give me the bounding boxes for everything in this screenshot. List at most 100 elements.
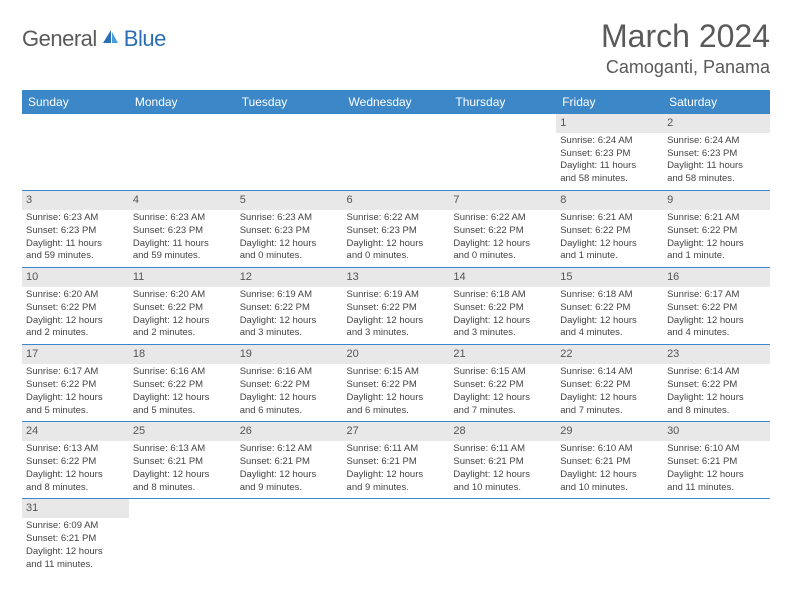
day-info-line: Sunset: 6:22 PM	[133, 379, 232, 392]
day-info-line: and 7 minutes.	[560, 405, 659, 418]
calendar-day-cell: 10Sunrise: 6:20 AMSunset: 6:22 PMDayligh…	[22, 268, 129, 345]
day-header: Wednesday	[343, 90, 450, 114]
day-content	[663, 518, 770, 524]
day-number: 20	[343, 345, 450, 364]
day-info-line: Daylight: 12 hours	[26, 546, 125, 559]
day-content: Sunrise: 6:17 AMSunset: 6:22 PMDaylight:…	[663, 287, 770, 344]
day-info-line: and 58 minutes.	[667, 173, 766, 186]
day-info-line: Daylight: 12 hours	[453, 392, 552, 405]
day-info-line: Sunrise: 6:21 AM	[560, 212, 659, 225]
day-info-line: and 0 minutes.	[347, 250, 446, 263]
day-info-line: Daylight: 12 hours	[560, 315, 659, 328]
day-info-line: Sunrise: 6:21 AM	[667, 212, 766, 225]
day-info-line: Daylight: 12 hours	[347, 392, 446, 405]
day-content: Sunrise: 6:12 AMSunset: 6:21 PMDaylight:…	[236, 441, 343, 498]
day-number: 24	[22, 422, 129, 441]
day-info-line: Sunset: 6:23 PM	[133, 225, 232, 238]
day-info-line: and 3 minutes.	[453, 327, 552, 340]
day-content	[556, 518, 663, 524]
day-info-line: Daylight: 12 hours	[26, 392, 125, 405]
calendar-day-cell: 15Sunrise: 6:18 AMSunset: 6:22 PMDayligh…	[556, 268, 663, 345]
day-content: Sunrise: 6:15 AMSunset: 6:22 PMDaylight:…	[449, 364, 556, 421]
day-content: Sunrise: 6:24 AMSunset: 6:23 PMDaylight:…	[556, 133, 663, 190]
day-info-line: Daylight: 12 hours	[240, 469, 339, 482]
day-content: Sunrise: 6:11 AMSunset: 6:21 PMDaylight:…	[449, 441, 556, 498]
calendar-day-cell: 12Sunrise: 6:19 AMSunset: 6:22 PMDayligh…	[236, 268, 343, 345]
day-info-line: and 59 minutes.	[26, 250, 125, 263]
day-info-line: Sunset: 6:22 PM	[667, 379, 766, 392]
day-header-row: Sunday Monday Tuesday Wednesday Thursday…	[22, 90, 770, 114]
day-number	[343, 499, 450, 518]
calendar-day-cell: 27Sunrise: 6:11 AMSunset: 6:21 PMDayligh…	[343, 422, 450, 499]
day-info-line: Daylight: 12 hours	[667, 315, 766, 328]
day-content: Sunrise: 6:10 AMSunset: 6:21 PMDaylight:…	[663, 441, 770, 498]
day-info-line: Sunrise: 6:22 AM	[453, 212, 552, 225]
day-number: 4	[129, 191, 236, 210]
day-info-line: Daylight: 12 hours	[133, 469, 232, 482]
day-header: Monday	[129, 90, 236, 114]
day-number: 26	[236, 422, 343, 441]
day-number: 15	[556, 268, 663, 287]
day-number	[129, 114, 236, 133]
calendar-day-cell: 19Sunrise: 6:16 AMSunset: 6:22 PMDayligh…	[236, 345, 343, 422]
day-info-line: Sunrise: 6:20 AM	[133, 289, 232, 302]
day-info-line: Sunrise: 6:20 AM	[26, 289, 125, 302]
day-info-line: Sunrise: 6:18 AM	[560, 289, 659, 302]
day-info-line: Sunset: 6:22 PM	[26, 456, 125, 469]
day-info-line: Sunrise: 6:15 AM	[347, 366, 446, 379]
day-number: 8	[556, 191, 663, 210]
day-info-line: and 1 minute.	[667, 250, 766, 263]
day-info-line: Daylight: 12 hours	[347, 469, 446, 482]
calendar-week-row: 1Sunrise: 6:24 AMSunset: 6:23 PMDaylight…	[22, 114, 770, 191]
day-info-line: Sunset: 6:22 PM	[240, 302, 339, 315]
day-content: Sunrise: 6:20 AMSunset: 6:22 PMDaylight:…	[129, 287, 236, 344]
day-content	[129, 133, 236, 139]
day-content: Sunrise: 6:11 AMSunset: 6:21 PMDaylight:…	[343, 441, 450, 498]
calendar-day-cell: 1Sunrise: 6:24 AMSunset: 6:23 PMDaylight…	[556, 114, 663, 191]
day-info-line: Daylight: 11 hours	[26, 238, 125, 251]
calendar-week-row: 17Sunrise: 6:17 AMSunset: 6:22 PMDayligh…	[22, 345, 770, 422]
day-info-line: Sunset: 6:22 PM	[453, 225, 552, 238]
calendar-day-cell: 6Sunrise: 6:22 AMSunset: 6:23 PMDaylight…	[343, 191, 450, 268]
calendar-day-cell	[343, 114, 450, 191]
day-content: Sunrise: 6:23 AMSunset: 6:23 PMDaylight:…	[129, 210, 236, 267]
day-content: Sunrise: 6:14 AMSunset: 6:22 PMDaylight:…	[556, 364, 663, 421]
location: Camoganti, Panama	[601, 57, 770, 78]
day-info-line: Sunset: 6:23 PM	[347, 225, 446, 238]
day-content	[343, 133, 450, 139]
day-info-line: Sunset: 6:22 PM	[26, 302, 125, 315]
day-number: 28	[449, 422, 556, 441]
day-content: Sunrise: 6:22 AMSunset: 6:23 PMDaylight:…	[343, 210, 450, 267]
day-info-line: Sunrise: 6:16 AM	[240, 366, 339, 379]
day-content: Sunrise: 6:18 AMSunset: 6:22 PMDaylight:…	[556, 287, 663, 344]
day-info-line: and 58 minutes.	[560, 173, 659, 186]
day-content: Sunrise: 6:22 AMSunset: 6:22 PMDaylight:…	[449, 210, 556, 267]
day-number: 14	[449, 268, 556, 287]
day-info-line: and 10 minutes.	[560, 482, 659, 495]
day-info-line: Sunrise: 6:12 AM	[240, 443, 339, 456]
day-info-line: Sunset: 6:21 PM	[347, 456, 446, 469]
day-info-line: Sunset: 6:23 PM	[26, 225, 125, 238]
calendar-day-cell	[663, 499, 770, 576]
calendar-week-row: 31Sunrise: 6:09 AMSunset: 6:21 PMDayligh…	[22, 499, 770, 576]
calendar-day-cell	[236, 114, 343, 191]
day-content	[449, 518, 556, 524]
day-content: Sunrise: 6:13 AMSunset: 6:21 PMDaylight:…	[129, 441, 236, 498]
day-info-line: and 4 minutes.	[560, 327, 659, 340]
calendar-day-cell: 11Sunrise: 6:20 AMSunset: 6:22 PMDayligh…	[129, 268, 236, 345]
calendar-week-row: 10Sunrise: 6:20 AMSunset: 6:22 PMDayligh…	[22, 268, 770, 345]
calendar-day-cell: 7Sunrise: 6:22 AMSunset: 6:22 PMDaylight…	[449, 191, 556, 268]
day-number: 22	[556, 345, 663, 364]
calendar-day-cell: 26Sunrise: 6:12 AMSunset: 6:21 PMDayligh…	[236, 422, 343, 499]
day-info-line: and 4 minutes.	[667, 327, 766, 340]
day-info-line: Daylight: 12 hours	[453, 469, 552, 482]
day-info-line: Daylight: 12 hours	[667, 392, 766, 405]
day-number	[236, 114, 343, 133]
day-info-line: Sunrise: 6:11 AM	[453, 443, 552, 456]
day-info-line: Daylight: 12 hours	[560, 238, 659, 251]
day-info-line: Sunset: 6:21 PM	[453, 456, 552, 469]
day-info-line: Daylight: 11 hours	[667, 160, 766, 173]
day-content: Sunrise: 6:21 AMSunset: 6:22 PMDaylight:…	[663, 210, 770, 267]
day-info-line: Sunrise: 6:10 AM	[560, 443, 659, 456]
day-info-line: and 0 minutes.	[453, 250, 552, 263]
